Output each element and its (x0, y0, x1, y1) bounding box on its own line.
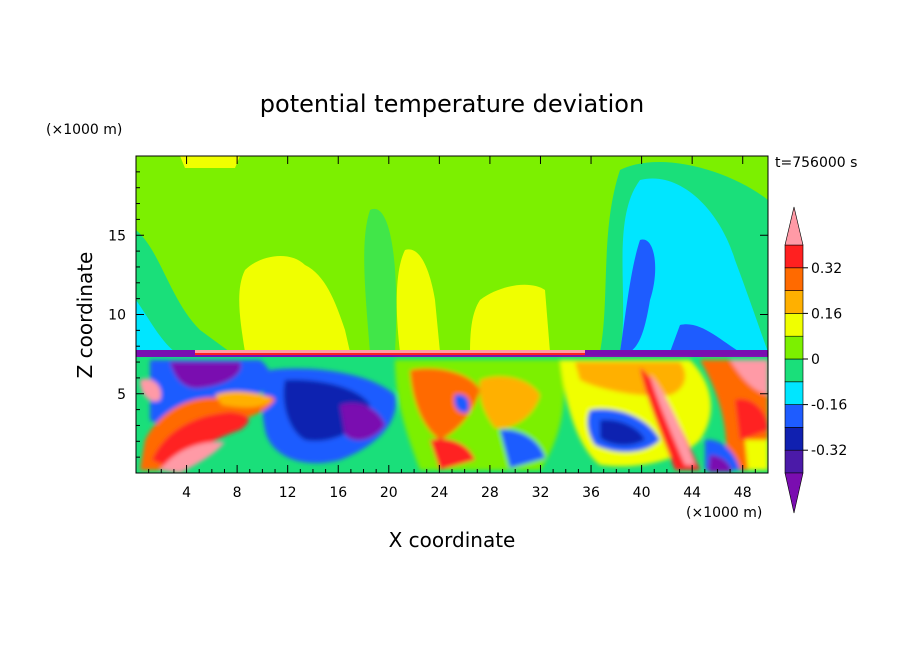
x-tick-label: 20 (380, 485, 398, 501)
colorbar-tick-label: 0.16 (811, 306, 842, 322)
y-tick-label: 10 (108, 308, 126, 324)
colorbar-band (784, 244, 804, 269)
chart-title: potential temperature deviation (260, 90, 644, 118)
colorbar-band (784, 267, 804, 291)
x-axis-label: X coordinate (389, 528, 516, 552)
colorbar-band (784, 313, 804, 337)
colorbar-tick-label: 0 (811, 352, 820, 368)
y-unit-label: (×1000 m) (46, 122, 122, 138)
contour-field (136, 156, 768, 473)
colorbar-band (784, 290, 804, 314)
x-tick-label: 32 (532, 485, 550, 501)
x-tick-label: 40 (633, 485, 651, 501)
x-unit-label: (×1000 m) (686, 505, 762, 521)
x-tick-label: 12 (279, 485, 297, 501)
y-axis: 5 10 15 (108, 171, 768, 458)
colorbar-band (784, 449, 804, 474)
x-tick-label: 4 (182, 485, 191, 501)
x-axis: 4 8 12 16 20 24 28 32 36 40 44 48 (148, 156, 756, 501)
colorbar-tick-label: 0.32 (811, 261, 842, 277)
time-label: t=756000 s (775, 155, 857, 171)
x-tick-label: 8 (233, 485, 242, 501)
x-tick-label: 36 (582, 485, 600, 501)
x-tick-label: 28 (481, 485, 499, 501)
colorbar-band (784, 335, 804, 360)
colorbar-tick-label: -0.32 (811, 443, 847, 459)
colorbar-band (784, 358, 804, 383)
colorbar: 0.32 0.16 0 -0.16 -0.32 (784, 206, 847, 514)
x-tick-label: 16 (329, 485, 347, 501)
x-tick-label: 24 (430, 485, 448, 501)
colorbar-band (784, 404, 804, 428)
y-tick-label: 5 (117, 387, 126, 403)
colorbar-min-triangle (784, 472, 804, 514)
x-tick-label: 44 (683, 485, 701, 501)
x-tick-label: 48 (734, 485, 752, 501)
colorbar-band (784, 381, 804, 405)
colorbar-tick-label: -0.16 (811, 398, 847, 414)
y-tick-label: 15 (108, 228, 126, 244)
colorbar-max-triangle (784, 206, 804, 246)
colorbar-band (784, 427, 804, 451)
y-axis-label: Z coordinate (73, 252, 97, 379)
